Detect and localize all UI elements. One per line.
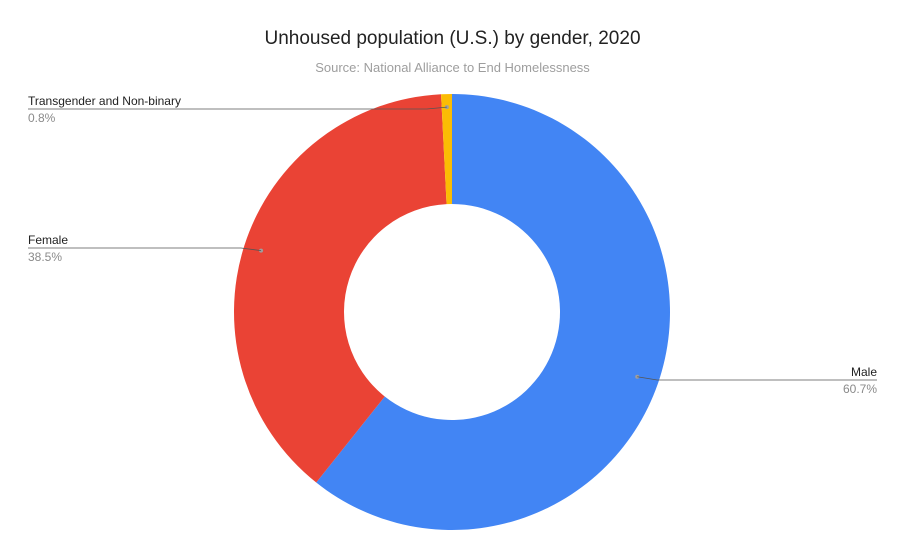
slice-transgender-and-non-binary [441, 94, 452, 205]
slice-male [316, 94, 671, 531]
labels-group: Male 60.7% Female 38.5% Transgender and Non-… [28, 94, 877, 396]
slice-label-transgender-and-non-binary: Transgender and Non-binary [28, 94, 181, 108]
slice-label-male: Male [851, 365, 877, 379]
leader-line-transgender-and-non-binary [28, 106, 447, 110]
slice-value-male: 60.7% [843, 382, 877, 396]
leader-line-female [28, 247, 262, 252]
slice-value-female: 38.5% [28, 250, 62, 264]
chart-subtitle: Source: National Alliance to End Homeles… [315, 60, 590, 75]
chart-title: Unhoused population (U.S.) by gender, 20… [264, 28, 641, 49]
slice-value-transgender-and-non-binary: 0.8% [28, 111, 56, 125]
slice-female [234, 94, 447, 483]
slice-label-female: Female [28, 233, 68, 247]
slices-group [234, 94, 671, 531]
leader-line-male [637, 376, 877, 381]
